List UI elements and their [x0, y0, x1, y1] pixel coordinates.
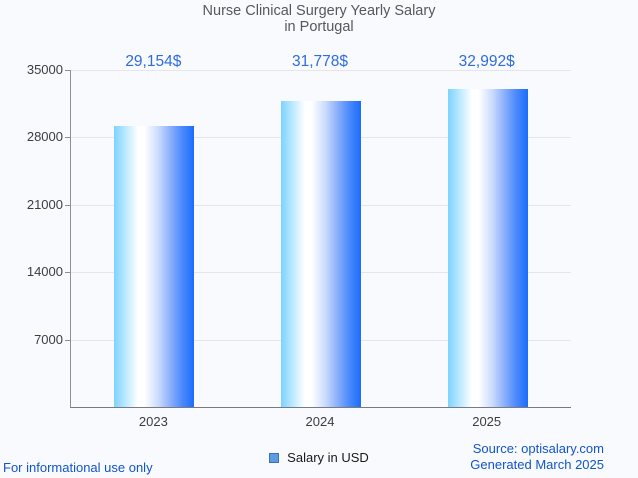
plot-area	[70, 70, 571, 408]
x-axis-label-2025: 2025	[472, 414, 502, 429]
y-axis-label-21000: 21000	[26, 197, 63, 212]
value-label-2025: 32,992$	[458, 53, 515, 70]
bar-2025	[447, 89, 528, 407]
bar-2024	[281, 101, 361, 407]
legend: Salary in USD	[0, 450, 638, 465]
footer-disclaimer: For informational use only	[3, 460, 153, 475]
value-label-2023: 29,154$	[125, 53, 182, 70]
footer-generated-line: Generated March 2025	[470, 456, 604, 472]
footer-source: Source: optisalary.com Generated March 2…	[470, 441, 604, 472]
y-axis-label-28000: 28000	[26, 129, 63, 144]
y-tick-28000	[65, 137, 70, 138]
bar-group-2023	[71, 70, 238, 407]
bar-series	[71, 70, 571, 407]
bar-group-2025	[404, 70, 571, 407]
y-axis-label-14000: 14000	[26, 264, 63, 279]
y-axis-label-7000: 7000	[34, 332, 63, 347]
y-tick-35000	[65, 70, 70, 71]
y-tick-14000	[65, 272, 70, 273]
value-label-2024: 31,778$	[291, 53, 349, 70]
chart-title-line1: Nurse Clinical Surgery Yearly Salary	[202, 3, 436, 19]
footer-source-line: Source: optisalary.com	[472, 441, 604, 456]
chart-title: Nurse Clinical Surgery Yearly Salary in …	[0, 3, 638, 35]
y-axis-label-35000: 35000	[26, 62, 63, 77]
legend-label: Salary in USD	[287, 450, 369, 465]
bar-2023	[114, 126, 195, 407]
gridline-35000	[71, 70, 571, 71]
x-axis-labels: 2023 2024 2025	[70, 413, 570, 430]
y-tick-21000	[65, 205, 70, 206]
chart-title-line2: in Portugal	[284, 19, 354, 35]
y-tick-7000	[65, 340, 70, 341]
x-axis-label-2023: 2023	[138, 414, 168, 429]
bar-group-2024	[238, 70, 405, 407]
legend-marker-icon	[269, 452, 280, 463]
value-label-row: 29,154$ 31,778$ 32,992$	[70, 52, 570, 72]
x-axis-label-2024: 2024	[305, 414, 335, 429]
